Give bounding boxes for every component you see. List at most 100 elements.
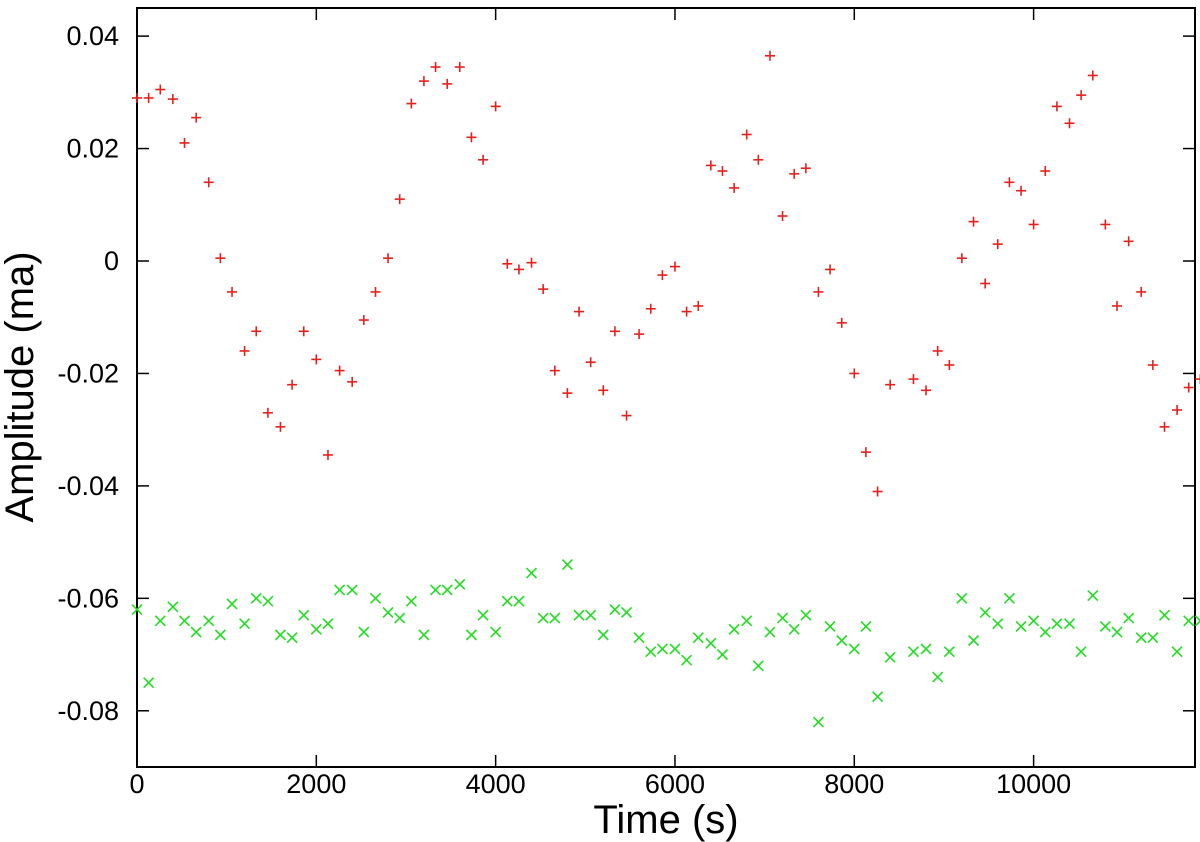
data-point-cross	[776, 612, 789, 624]
data-point-plus	[944, 360, 955, 371]
data-point-plus	[239, 345, 250, 356]
data-point-plus	[191, 112, 202, 123]
data-point-plus	[179, 137, 190, 148]
data-point-cross	[214, 629, 226, 641]
data-point-plus	[502, 258, 513, 269]
data-point-plus	[430, 62, 441, 73]
data-point-plus	[287, 379, 298, 390]
data-point-plus	[1051, 101, 1062, 112]
data-point-plus	[825, 264, 836, 275]
data-point-cross	[669, 643, 681, 655]
data-point-cross	[501, 595, 513, 607]
data-point-plus	[669, 261, 680, 272]
data-point-plus	[562, 388, 573, 399]
data-point-cross	[1003, 592, 1015, 604]
data-point-cross	[645, 646, 657, 658]
data-point-plus	[645, 303, 656, 314]
data-point-plus	[1004, 177, 1015, 188]
data-point-cross	[167, 601, 179, 613]
data-point-cross	[812, 716, 824, 728]
data-point-cross	[872, 691, 884, 703]
data-point-plus	[753, 154, 764, 165]
axis-ticks	[136, 8, 1195, 767]
y-tick-label: -0.02	[57, 358, 119, 388]
data-point-plus	[1100, 219, 1111, 230]
data-point-plus	[789, 168, 800, 179]
data-point-cross	[1063, 618, 1076, 630]
data-point-cross	[250, 592, 262, 604]
data-point-cross	[286, 632, 298, 644]
data-point-plus	[932, 345, 943, 356]
data-point-plus	[143, 92, 154, 103]
data-point-cross	[1028, 615, 1040, 627]
data-point-cross	[848, 643, 860, 655]
axis-tick-labels: 0 2000 4000 6000 8000 10000 0.04 0.02 0 -0.02 -0.0…	[57, 21, 1071, 799]
data-point-cross	[1194, 615, 1200, 627]
data-point-plus	[549, 365, 560, 376]
data-point-plus	[454, 62, 465, 73]
data-point-plus	[538, 284, 549, 295]
data-point-cross	[394, 612, 406, 624]
data-point-cross	[1135, 632, 1147, 644]
data-point-cross	[239, 618, 251, 630]
data-point-plus	[1064, 118, 1075, 129]
data-point-cross	[884, 651, 896, 663]
data-point-cross	[274, 629, 287, 641]
data-point-plus	[478, 154, 489, 165]
data-point-cross	[1039, 626, 1051, 638]
data-point-cross	[131, 604, 143, 616]
data-point-plus	[383, 253, 394, 264]
data-point-plus	[203, 177, 214, 188]
data-point-plus	[1016, 185, 1027, 196]
data-point-plus	[574, 306, 585, 317]
data-point-plus	[705, 160, 716, 171]
data-point-cross	[490, 626, 502, 638]
data-point-cross	[513, 595, 525, 607]
data-point-plus	[298, 326, 309, 337]
data-point-cross	[525, 567, 538, 579]
data-point-cross	[992, 618, 1004, 630]
x-tick-label: 4000	[466, 769, 526, 799]
data-point-plus	[741, 129, 752, 140]
y-tick-label: -0.04	[57, 471, 119, 501]
data-point-plus	[968, 216, 979, 227]
data-point-plus	[418, 76, 429, 87]
data-point-plus	[132, 92, 142, 103]
data-point-plus	[800, 163, 811, 174]
data-point-plus	[621, 410, 632, 421]
data-point-cross	[1087, 589, 1099, 602]
data-point-plus	[526, 257, 537, 268]
data-point-plus	[1183, 382, 1194, 393]
data-points	[131, 50, 1200, 728]
data-point-cross	[561, 559, 573, 571]
data-point-cross	[824, 620, 836, 633]
data-point-plus	[167, 94, 178, 105]
data-point-cross	[752, 660, 764, 672]
data-point-cross	[226, 598, 238, 610]
data-point-plus	[765, 50, 776, 61]
data-point-cross	[1183, 615, 1195, 627]
data-point-cross	[322, 618, 334, 630]
data-point-cross	[537, 612, 549, 624]
data-point-cross	[1147, 632, 1159, 644]
data-point-cross	[764, 626, 776, 638]
data-point-plus	[490, 101, 501, 112]
data-point-plus	[1028, 219, 1039, 230]
data-point-plus	[729, 182, 740, 193]
data-point-plus	[693, 300, 704, 311]
data-point-plus	[717, 166, 728, 177]
data-point-cross	[441, 584, 453, 596]
data-point-plus	[598, 385, 609, 396]
x-tick-label: 10000	[996, 769, 1071, 799]
x-tick-label: 2000	[286, 769, 346, 799]
data-point-plus	[275, 421, 286, 432]
data-point-cross	[310, 623, 322, 635]
x-tick-label: 0	[129, 769, 144, 799]
data-point-plus	[885, 379, 896, 390]
data-point-cross	[633, 632, 645, 644]
data-point-plus	[908, 374, 919, 385]
data-point-cross	[190, 626, 202, 638]
data-point-plus	[466, 132, 477, 143]
data-point-cross	[334, 584, 346, 596]
